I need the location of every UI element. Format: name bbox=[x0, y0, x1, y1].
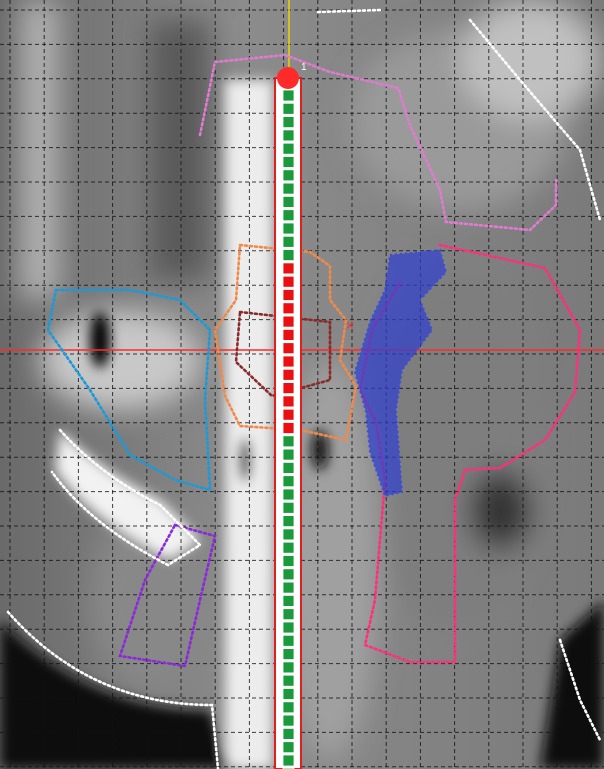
dwell-position bbox=[282, 621, 295, 634]
dwell-position bbox=[282, 169, 295, 182]
dwell-position bbox=[282, 182, 295, 195]
needle-tip bbox=[277, 67, 299, 89]
dwell-position bbox=[282, 595, 295, 607]
contour-body-right bbox=[316, 8, 602, 742]
dwell-position bbox=[282, 116, 295, 128]
dwell-position bbox=[282, 541, 295, 554]
dwell-position bbox=[282, 488, 295, 501]
dwell-position bbox=[282, 235, 295, 248]
dwell-position bbox=[282, 289, 295, 301]
dwell-position bbox=[282, 368, 295, 381]
dwell-positions bbox=[282, 89, 295, 769]
dwell-position bbox=[282, 422, 295, 434]
dwell-position bbox=[282, 382, 295, 395]
dwell-position bbox=[282, 461, 295, 474]
needle-label: 1 bbox=[301, 62, 307, 73]
dwell-position bbox=[282, 728, 295, 740]
dwell-position bbox=[282, 741, 295, 754]
dwell-position bbox=[282, 555, 295, 567]
dwell-position bbox=[282, 342, 295, 355]
dwell-position bbox=[282, 328, 295, 341]
dwell-position bbox=[282, 89, 295, 102]
dwell-position bbox=[282, 661, 295, 674]
dwell-position bbox=[282, 315, 295, 328]
dwell-position bbox=[282, 515, 295, 527]
dwell-position bbox=[282, 129, 295, 142]
contour-body-left bbox=[6, 610, 220, 769]
dwell-position bbox=[282, 156, 295, 168]
contour-cyan bbox=[46, 288, 212, 492]
dwell-position bbox=[282, 102, 295, 115]
dwell-position bbox=[282, 355, 295, 368]
needle: 1 bbox=[274, 62, 307, 769]
dwell-position bbox=[282, 648, 295, 660]
dwell-position bbox=[282, 528, 295, 541]
dwell-position bbox=[282, 435, 295, 448]
dwell-position bbox=[282, 302, 295, 315]
contour-pink bbox=[198, 53, 558, 232]
dwell-position bbox=[282, 262, 295, 275]
marker: × bbox=[346, 317, 354, 333]
dwell-position bbox=[282, 275, 295, 288]
dwell-position bbox=[282, 608, 295, 621]
dwell-position bbox=[282, 209, 295, 222]
dwell-position bbox=[282, 674, 295, 687]
dwell-position bbox=[282, 448, 295, 461]
dwell-position bbox=[282, 475, 295, 488]
dwell-position bbox=[282, 568, 295, 581]
dwell-position bbox=[282, 581, 295, 594]
contour-darkred bbox=[234, 310, 332, 398]
dwell-position bbox=[282, 222, 295, 235]
contours bbox=[6, 8, 602, 769]
dwell-position bbox=[282, 249, 295, 262]
contour-orange bbox=[213, 243, 358, 442]
dwell-position bbox=[282, 408, 295, 421]
dwell-position bbox=[282, 754, 295, 767]
dwell-position bbox=[282, 714, 295, 727]
dwell-position bbox=[282, 701, 295, 714]
contour-blue bbox=[353, 248, 448, 498]
dwell-position bbox=[282, 142, 295, 155]
contour-bone bbox=[50, 428, 203, 567]
dwell-position bbox=[282, 501, 295, 514]
dwell-position bbox=[282, 195, 295, 208]
dwell-position bbox=[282, 634, 295, 647]
dwell-position bbox=[282, 688, 295, 700]
contour-purple bbox=[118, 523, 217, 668]
dwell-position bbox=[282, 395, 295, 408]
